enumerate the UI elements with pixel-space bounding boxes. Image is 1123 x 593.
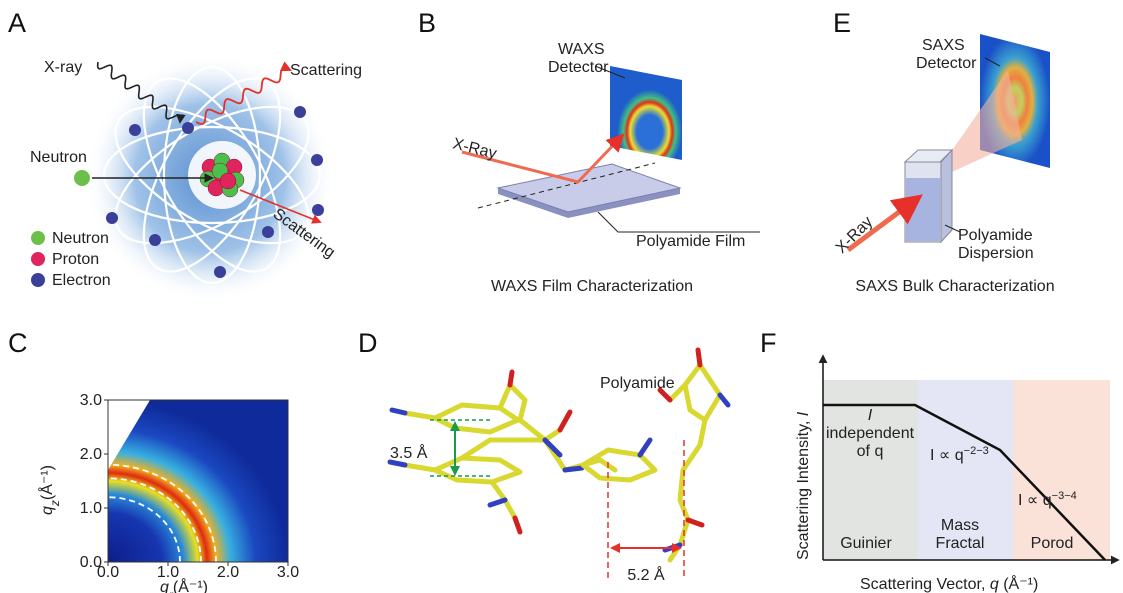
detector-label: SAXS <box>922 37 965 54</box>
y-tick-label: 3.0 <box>80 392 102 409</box>
y-axis-label: qz(Å⁻¹) <box>37 465 62 515</box>
ring <box>583 450 655 480</box>
beam-label: X-Ray <box>451 135 498 162</box>
stacking-label: 3.5 Å <box>390 443 428 462</box>
y-axis-label-part: Scattering Intensity, <box>795 416 812 560</box>
panel-label: C <box>8 328 28 358</box>
bond-atom <box>688 520 702 525</box>
legend-label: Proton <box>52 251 99 268</box>
x-tick-label: 2.0 <box>217 564 239 581</box>
bond-atom <box>490 500 505 505</box>
bond-atom <box>698 350 700 365</box>
legend-label: Neutron <box>52 230 109 247</box>
electron <box>312 204 324 216</box>
electron <box>294 106 306 118</box>
sample-label: Dispersion <box>958 245 1034 262</box>
figure: AX-rayScatteringNeutronScatteringNeutron… <box>0 0 1123 593</box>
x-axis-label: qr(Å⁻¹) <box>160 577 208 593</box>
nucleon <box>220 173 236 189</box>
x-axis-label-part: Scattering Vector, <box>860 576 990 593</box>
y-axis-label-part: I <box>795 411 812 416</box>
detector-label: Detector <box>916 55 977 72</box>
electron <box>214 266 226 278</box>
bond-atom <box>560 412 570 430</box>
electron <box>311 154 323 166</box>
bond-atom <box>510 372 512 385</box>
legend-swatch <box>31 252 45 266</box>
legend-swatch <box>31 231 45 245</box>
guinier-note: independent <box>826 425 915 442</box>
electron <box>106 212 118 224</box>
x-axis-label: Scattering Vector, q (Å⁻¹) <box>860 574 1038 593</box>
bond-atom <box>565 468 582 470</box>
caption: SAXS Bulk Characterization <box>855 278 1054 295</box>
cuvette-side <box>941 150 952 242</box>
spacing-label: 5.2 Å <box>627 565 665 584</box>
x-axis-label-part: q <box>990 576 999 593</box>
panel-label: D <box>358 328 378 358</box>
mass-law-part: I ∝ q <box>930 447 964 464</box>
y-axis-label: Scattering Intensity, I <box>795 411 812 560</box>
x-tick-label: 3.0 <box>277 564 299 581</box>
region-label: Guinier <box>840 535 892 552</box>
electron <box>262 226 274 238</box>
dispersion <box>906 178 940 241</box>
x-axis-label-part: q <box>160 579 169 593</box>
molecule-label: Polyamide <box>600 375 675 392</box>
bond-atom <box>392 410 405 413</box>
guinier-note: of q <box>857 443 884 460</box>
leader <box>598 212 760 232</box>
panel-label: F <box>760 328 777 358</box>
electron <box>149 234 161 246</box>
neutron-label: Neutron <box>30 149 87 166</box>
bond-atom <box>640 440 650 455</box>
sample-label: Polyamide Film <box>636 233 745 250</box>
bond-atom <box>390 462 405 465</box>
porod-law-part: I ∝ q <box>1018 492 1052 509</box>
region-band <box>1013 380 1110 560</box>
neutron-ball <box>74 170 90 186</box>
panel-label: B <box>418 8 436 38</box>
panel-label: E <box>833 8 851 38</box>
y-axis-label-part: q <box>39 506 56 515</box>
y-axis-label-part: z <box>48 500 62 507</box>
electron <box>182 122 194 134</box>
legend-swatch <box>31 273 45 287</box>
y-tick-label: 1.0 <box>80 500 102 517</box>
y-tick-label: 2.0 <box>80 446 102 463</box>
chain <box>670 385 705 560</box>
detector-label: WAXS <box>558 41 605 58</box>
bond-atom <box>515 518 520 532</box>
sample-label: Polyamide <box>958 227 1033 244</box>
panel-label: A <box>8 8 26 38</box>
mass-law-part: −2−3 <box>964 445 989 457</box>
x-axis-label-part: (Å⁻¹) <box>999 574 1039 593</box>
region-label: Porod <box>1031 535 1074 552</box>
y-tick-label: 0.0 <box>80 554 102 571</box>
chain <box>462 440 615 470</box>
detector <box>610 66 682 160</box>
region-label: Fractal <box>936 535 985 552</box>
legend-label: Electron <box>52 272 111 289</box>
caption: WAXS Film Characterization <box>491 278 693 295</box>
xray-label: X-ray <box>44 59 82 76</box>
x-axis-label-part: (Å⁻¹) <box>173 577 208 593</box>
guinier-note: I <box>868 407 873 424</box>
region-label: Mass <box>941 517 979 534</box>
scattering-label: Scattering <box>290 62 362 79</box>
y-axis-label-part: (Å⁻¹) <box>37 465 56 500</box>
bond-atom <box>720 395 728 405</box>
porod-law-part: −3−4 <box>1052 490 1077 502</box>
electron <box>129 124 141 136</box>
